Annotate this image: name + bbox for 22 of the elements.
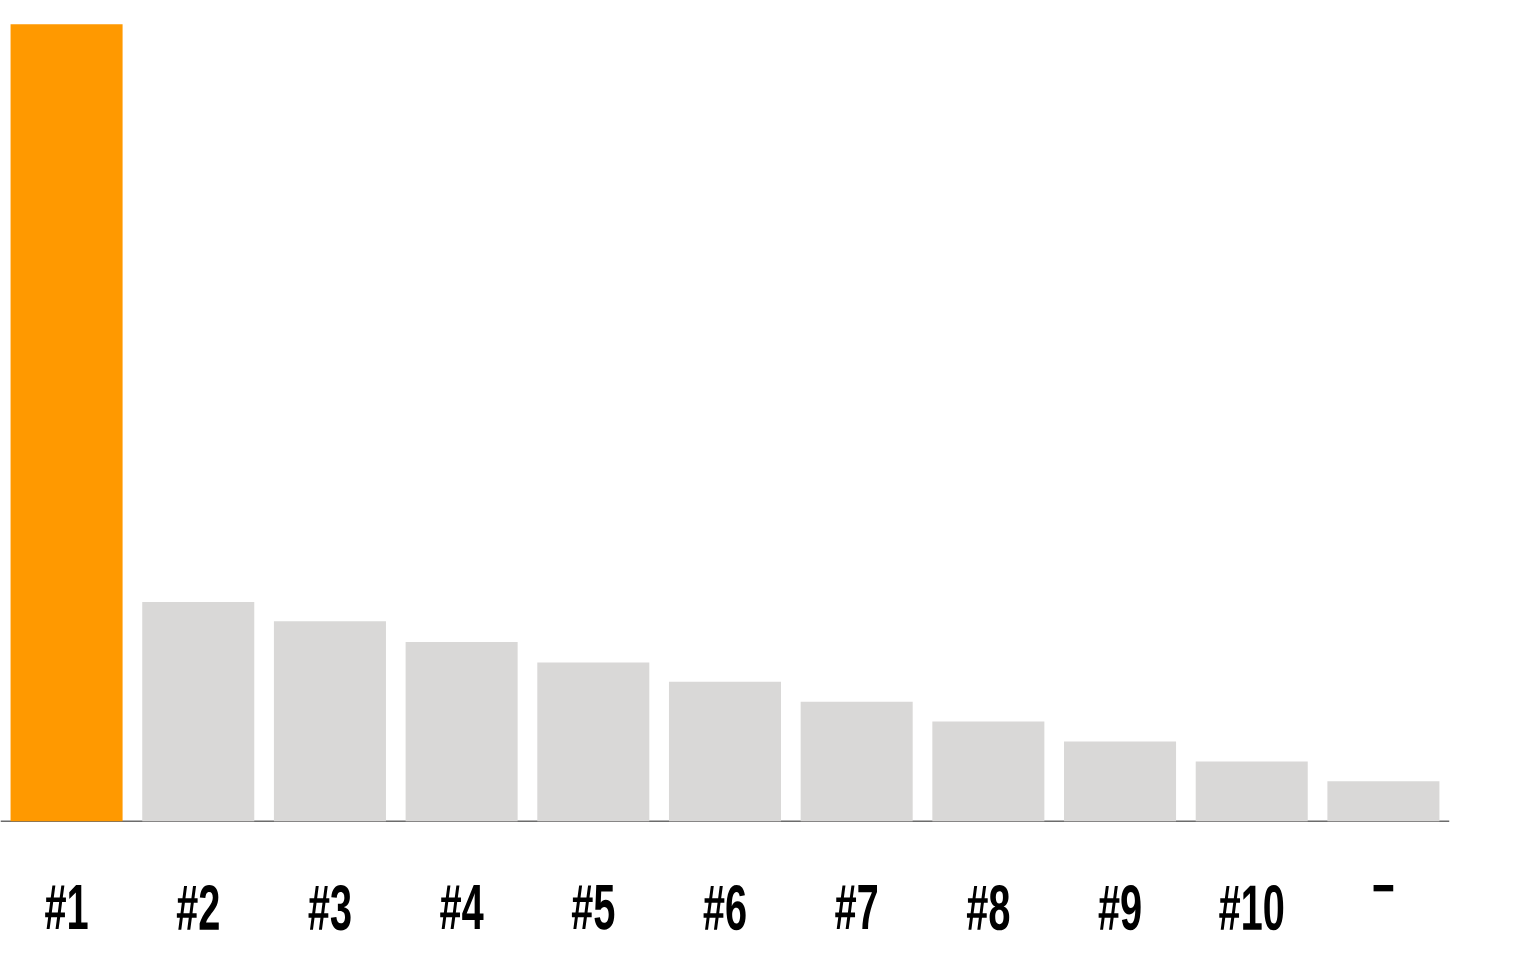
x-tick-label: – — [1373, 884, 1394, 892]
bar — [1064, 741, 1177, 822]
bar — [1195, 761, 1308, 822]
x-tick-label: #7 — [835, 884, 877, 930]
bar — [932, 721, 1045, 822]
x-tick-label: #2 — [176, 884, 219, 930]
x-tick-label: #8 — [966, 884, 1010, 931]
bar — [537, 662, 650, 822]
x-tick-label: #1 — [45, 884, 88, 930]
bar — [668, 681, 781, 822]
bar — [10, 24, 123, 822]
x-tick-label: #3 — [308, 884, 351, 931]
bar — [273, 621, 386, 822]
x-tick-label: #5 — [571, 884, 615, 930]
bar — [1327, 781, 1440, 822]
x-tick-label: #4 — [440, 884, 484, 930]
x-tick-label: #9 — [1098, 884, 1141, 931]
bar — [800, 701, 913, 822]
x-tick-label: #10 — [1219, 884, 1284, 931]
x-tick-label: #6 — [703, 884, 746, 931]
bar — [142, 602, 255, 822]
bar — [405, 641, 518, 822]
